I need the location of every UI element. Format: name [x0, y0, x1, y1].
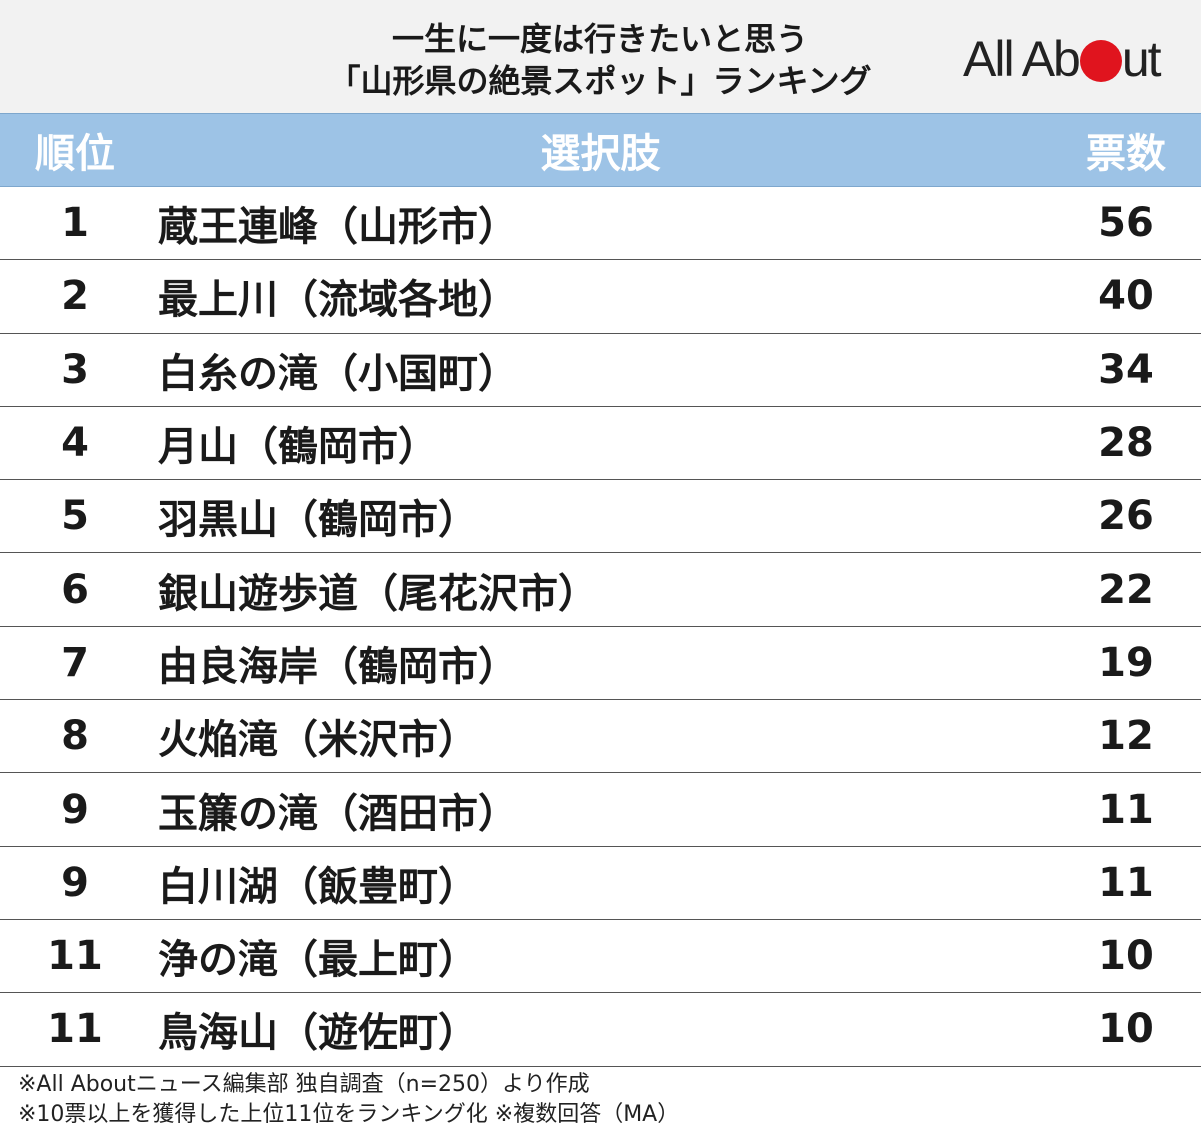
row-choice: 由良海岸（鶴岡市） — [158, 643, 518, 690]
header-votes: 票数 — [1086, 131, 1166, 177]
table-row: 8 火焔滝（米沢市） 12 — [0, 700, 1201, 774]
header-rank: 順位 — [35, 131, 115, 177]
row-votes: 40 — [1098, 273, 1154, 320]
logo-text-before: All Ab — [963, 31, 1081, 87]
row-votes: 10 — [1098, 933, 1154, 980]
table-row: 6 銀山遊歩道（尾花沢市） 22 — [0, 553, 1201, 627]
row-choice: 羽黒山（鶴岡市） — [158, 497, 478, 544]
row-rank: 9 — [61, 786, 89, 833]
title-line-1: 一生に一度は行きたいと思う — [391, 20, 808, 58]
row-votes: 11 — [1098, 786, 1154, 833]
table-row: 2 最上川（流域各地） 40 — [0, 260, 1201, 334]
row-rank: 11 — [47, 933, 103, 980]
row-choice: 銀山遊歩道（尾花沢市） — [158, 570, 598, 617]
table-row: 11 浄の滝（最上町） 10 — [0, 920, 1201, 994]
row-choice: 玉簾の滝（酒田市） — [158, 790, 518, 837]
row-choice: 白糸の滝（小国町） — [158, 350, 518, 397]
footnotes: ※All Aboutニュース編集部 独自調査（n=250）より作成 ※10票以上… — [18, 1070, 679, 1130]
allabout-logo: All Ab ut — [963, 30, 1162, 88]
row-votes: 10 — [1098, 1006, 1154, 1053]
logo-text-after: ut — [1121, 31, 1162, 87]
row-rank: 4 — [61, 420, 89, 467]
row-votes: 19 — [1098, 639, 1154, 686]
row-rank: 11 — [47, 1006, 103, 1053]
table-row: 5 羽黒山（鶴岡市） 26 — [0, 480, 1201, 554]
row-rank: 1 — [61, 200, 89, 247]
row-votes: 26 — [1098, 493, 1154, 540]
row-rank: 5 — [61, 493, 89, 540]
row-votes: 28 — [1098, 420, 1154, 467]
ranking-table: 順位 選択肢 票数 1 蔵王連峰（山形市） 56 2 最上川（流域各地） 40 … — [0, 113, 1201, 1067]
row-rank: 9 — [61, 859, 89, 906]
row-votes: 34 — [1098, 346, 1154, 393]
title-line-2: 「山形県の絶景スポット」ランキング — [328, 62, 872, 100]
row-rank: 2 — [61, 273, 89, 320]
footnote-method: ※10票以上を獲得した上位11位をランキング化 ※複数回答（MA） — [18, 1102, 680, 1127]
row-choice: 白川湖（飯豊町） — [158, 863, 478, 910]
row-rank: 3 — [61, 346, 89, 393]
row-choice: 火焔滝（米沢市） — [158, 717, 478, 764]
table-row: 11 鳥海山（遊佐町） 10 — [0, 993, 1201, 1067]
table-row: 9 白川湖（飯豊町） 11 — [0, 847, 1201, 920]
row-choice: 月山（鶴岡市） — [158, 424, 438, 471]
row-choice: 最上川（流域各地） — [158, 277, 518, 324]
table-header: 順位 選択肢 票数 — [0, 113, 1201, 187]
row-votes: 12 — [1098, 713, 1154, 760]
table-row: 1 蔵王連峰（山形市） 56 — [0, 187, 1201, 261]
row-rank: 6 — [61, 566, 89, 613]
row-votes: 11 — [1098, 859, 1154, 906]
row-rank: 8 — [61, 713, 89, 760]
header-choice: 選択肢 — [540, 131, 661, 177]
row-rank: 7 — [61, 639, 89, 686]
table-row: 9 玉簾の滝（酒田市） 11 — [0, 773, 1201, 847]
row-choice: 鳥海山（遊佐町） — [158, 1010, 478, 1057]
title-area: 一生に一度は行きたいと思う 「山形県の絶景スポット」ランキング All Ab ut — [0, 0, 1201, 113]
page-title: 一生に一度は行きたいと思う 「山形県の絶景スポット」ランキング — [250, 18, 950, 102]
row-votes: 56 — [1098, 200, 1154, 247]
table-row: 3 白糸の滝（小国町） 34 — [0, 334, 1201, 407]
row-choice: 蔵王連峰（山形市） — [158, 204, 518, 251]
footnote-source: ※All Aboutニュース編集部 独自調査（n=250）より作成 — [18, 1072, 590, 1097]
table-row: 7 由良海岸（鶴岡市） 19 — [0, 627, 1201, 701]
table-row: 4 月山（鶴岡市） 28 — [0, 407, 1201, 481]
logo-red-dot-icon — [1079, 40, 1122, 82]
row-choice: 浄の滝（最上町） — [158, 937, 478, 984]
row-votes: 22 — [1098, 566, 1154, 613]
